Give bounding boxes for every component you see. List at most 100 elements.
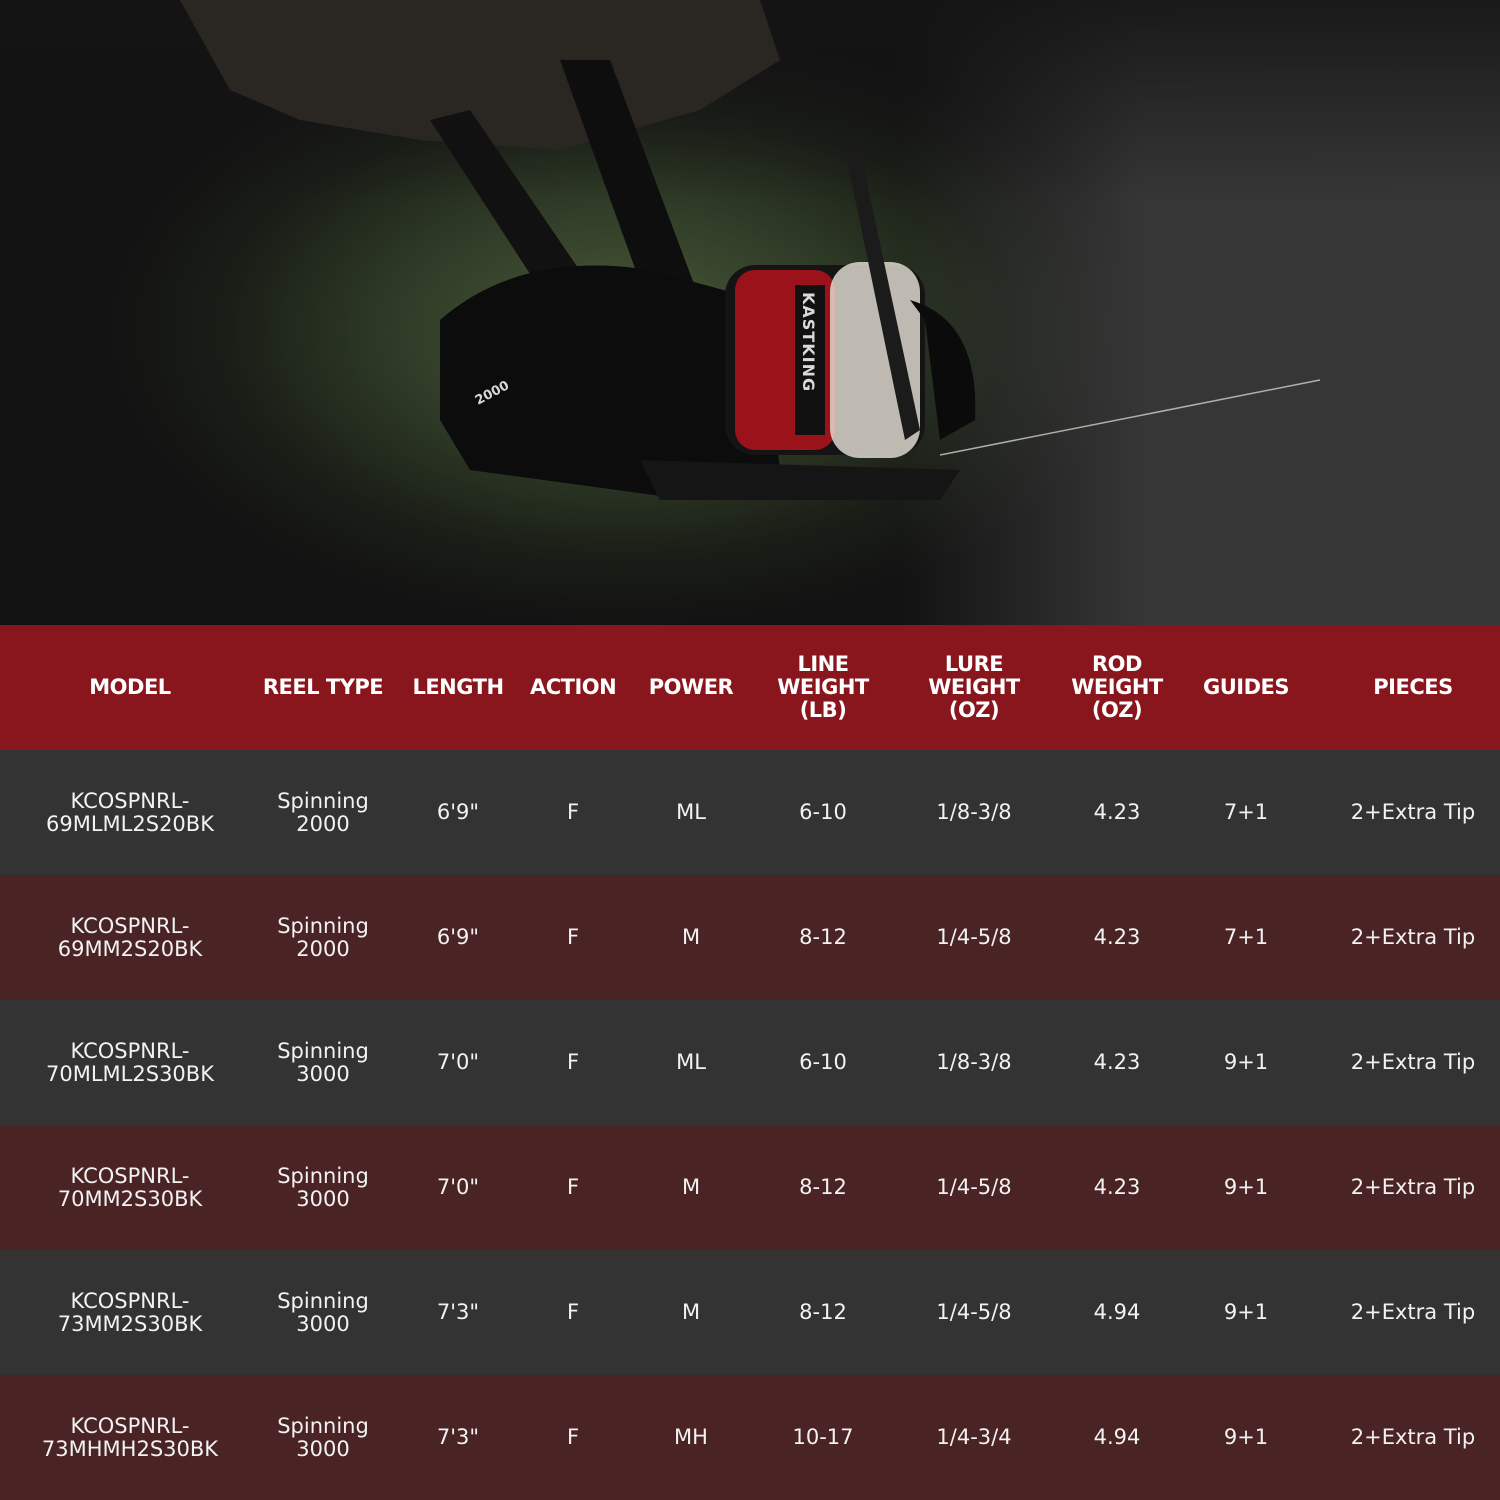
cell-power: ML: [616, 1000, 766, 1125]
cell-text: 7'3": [436, 1300, 480, 1324]
reel-bail: [845, 150, 920, 440]
cell-text: 2+Extra Tip: [1350, 1175, 1476, 1199]
column-header-length: LENGTH: [386, 625, 530, 750]
cell-text: Spinning: [277, 788, 369, 813]
cell-text: KCOSPNRL-: [70, 1413, 190, 1438]
header-text: WEIGHT: [777, 675, 869, 699]
cell-text: 1/4-5/8: [936, 1300, 1012, 1324]
cell-pieces: 2+Extra Tip: [1326, 875, 1500, 1000]
cell-text: Spinning: [277, 1288, 369, 1313]
reel-handle: [430, 110, 600, 320]
cell-pieces: 2+Extra Tip: [1326, 1375, 1500, 1500]
cell-rod-weight: 4.23: [1068, 875, 1166, 1000]
cell-model: KCOSPNRL- 73MM2S30BK: [0, 1250, 260, 1375]
header-text: MODEL: [89, 675, 171, 699]
fishing-line: [939, 379, 1321, 456]
cell-reel-type: Spinning 2000: [260, 750, 386, 875]
cell-text: F: [566, 800, 580, 824]
cell-length: 7'3": [386, 1250, 530, 1375]
cell-text: 8-12: [799, 1175, 847, 1199]
cell-power: M: [616, 875, 766, 1000]
cell-rod-weight: 4.94: [1068, 1250, 1166, 1375]
cell-text: 9+1: [1223, 1050, 1269, 1074]
cell-text: M: [681, 1175, 701, 1199]
cell-text: 69MM2S20BK: [57, 936, 203, 961]
cell-text: 7'3": [436, 1425, 480, 1449]
hand-shape: [180, 0, 780, 150]
cell-text: 4.23: [1093, 1050, 1141, 1074]
cell-text: 9+1: [1223, 1300, 1269, 1324]
cell-reel-type: Spinning 3000: [260, 1250, 386, 1375]
cell-lure-weight: 1/8-3/8: [880, 750, 1068, 875]
cell-text: 73MM2S30BK: [57, 1311, 203, 1336]
cell-text: 7+1: [1223, 925, 1269, 949]
cell-model: KCOSPNRL- 73MHMH2S30BK: [0, 1375, 260, 1500]
cell-model: KCOSPNRL- 69MLML2S20BK: [0, 750, 260, 875]
cell-text: F: [566, 1050, 580, 1074]
cell-text: ML: [676, 800, 706, 824]
column-header-action: ACTION: [530, 625, 617, 750]
cell-rod-weight: 4.23: [1068, 750, 1166, 875]
cell-text: M: [681, 1300, 701, 1324]
cell-text: 70MLML2S30BK: [46, 1061, 214, 1086]
header-text: (LB): [799, 698, 847, 722]
table-row: KCOSPNRL- 70MLML2S30BK Spinning 3000 7'0" F ML…: [0, 1000, 1500, 1125]
cell-guides: 7+1: [1166, 750, 1326, 875]
table-row: KCOSPNRL- 69MLML2S20BK Spinning 2000 6'9" F ML…: [0, 750, 1500, 875]
cell-line-weight: 6-10: [766, 750, 880, 875]
cell-length: 6'9": [386, 750, 530, 875]
cell-text: F: [566, 1425, 580, 1449]
cell-text: F: [566, 1175, 580, 1199]
cell-lure-weight: 1/4-5/8: [880, 875, 1068, 1000]
cell-guides: 9+1: [1166, 1125, 1326, 1250]
cell-lure-weight: 1/4-5/8: [880, 1125, 1068, 1250]
cell-guides: 9+1: [1166, 1000, 1326, 1125]
cell-model: KCOSPNRL- 70MM2S30BK: [0, 1125, 260, 1250]
cell-line-weight: 8-12: [766, 1250, 880, 1375]
cell-text: 1/4-3/4: [936, 1425, 1012, 1449]
cell-reel-type: Spinning 3000: [260, 1000, 386, 1125]
cell-text: Spinning: [277, 913, 369, 938]
cell-text: 9+1: [1223, 1175, 1269, 1199]
cell-text: 70MM2S30BK: [57, 1186, 203, 1211]
cell-text: 10-17: [792, 1425, 854, 1449]
reel-illustration: 2000 KASTKING: [180, 0, 1321, 500]
cell-power: M: [616, 1250, 766, 1375]
cell-length: 7'3": [386, 1375, 530, 1500]
cell-text: 8-12: [799, 925, 847, 949]
cell-action: F: [530, 1375, 616, 1500]
cell-text: 4.23: [1093, 800, 1141, 824]
header-text: ROD: [1092, 652, 1142, 676]
reel-body: [440, 265, 780, 500]
cell-text: 9+1: [1223, 1425, 1269, 1449]
header-text: LINE: [797, 652, 849, 676]
cell-rod-weight: 4.23: [1068, 1125, 1166, 1250]
cell-text: 69MLML2S20BK: [46, 811, 214, 836]
cell-guides: 7+1: [1166, 875, 1326, 1000]
table-row: KCOSPNRL- 69MM2S20BK Spinning 2000 6'9" F M 8-1…: [0, 875, 1500, 1000]
cell-text: 1/8-3/8: [936, 800, 1012, 824]
cell-text: KCOSPNRL-: [70, 1288, 190, 1313]
cell-text: KCOSPNRL-: [70, 1163, 190, 1188]
cell-model: KCOSPNRL- 69MM2S20BK: [0, 875, 260, 1000]
column-header-model: MODEL: [0, 625, 260, 750]
reel-foot: [640, 460, 960, 500]
cell-text: KCOSPNRL-: [70, 1038, 190, 1063]
cell-text: 6'9": [436, 925, 480, 949]
cell-pieces: 2+Extra Tip: [1326, 750, 1500, 875]
cell-action: F: [530, 1125, 616, 1250]
cell-text: 7+1: [1223, 800, 1269, 824]
header-text: GUIDES: [1202, 675, 1290, 699]
column-header-reel-type: REEL TYPE: [260, 625, 386, 750]
reel-rotor: [910, 300, 976, 440]
cell-text: 7'0": [436, 1050, 480, 1074]
cell-text: KCOSPNRL-: [70, 913, 190, 938]
cell-reel-type: Spinning 2000: [260, 875, 386, 1000]
cell-text: 4.94: [1093, 1300, 1141, 1324]
cell-text: 8-12: [799, 1300, 847, 1324]
column-header-pieces: PIECES: [1326, 625, 1500, 750]
cell-line-weight: 8-12: [766, 875, 880, 1000]
cell-guides: 9+1: [1166, 1375, 1326, 1500]
cell-text: ML: [676, 1050, 706, 1074]
cell-model: KCOSPNRL- 70MLML2S30BK: [0, 1000, 260, 1125]
